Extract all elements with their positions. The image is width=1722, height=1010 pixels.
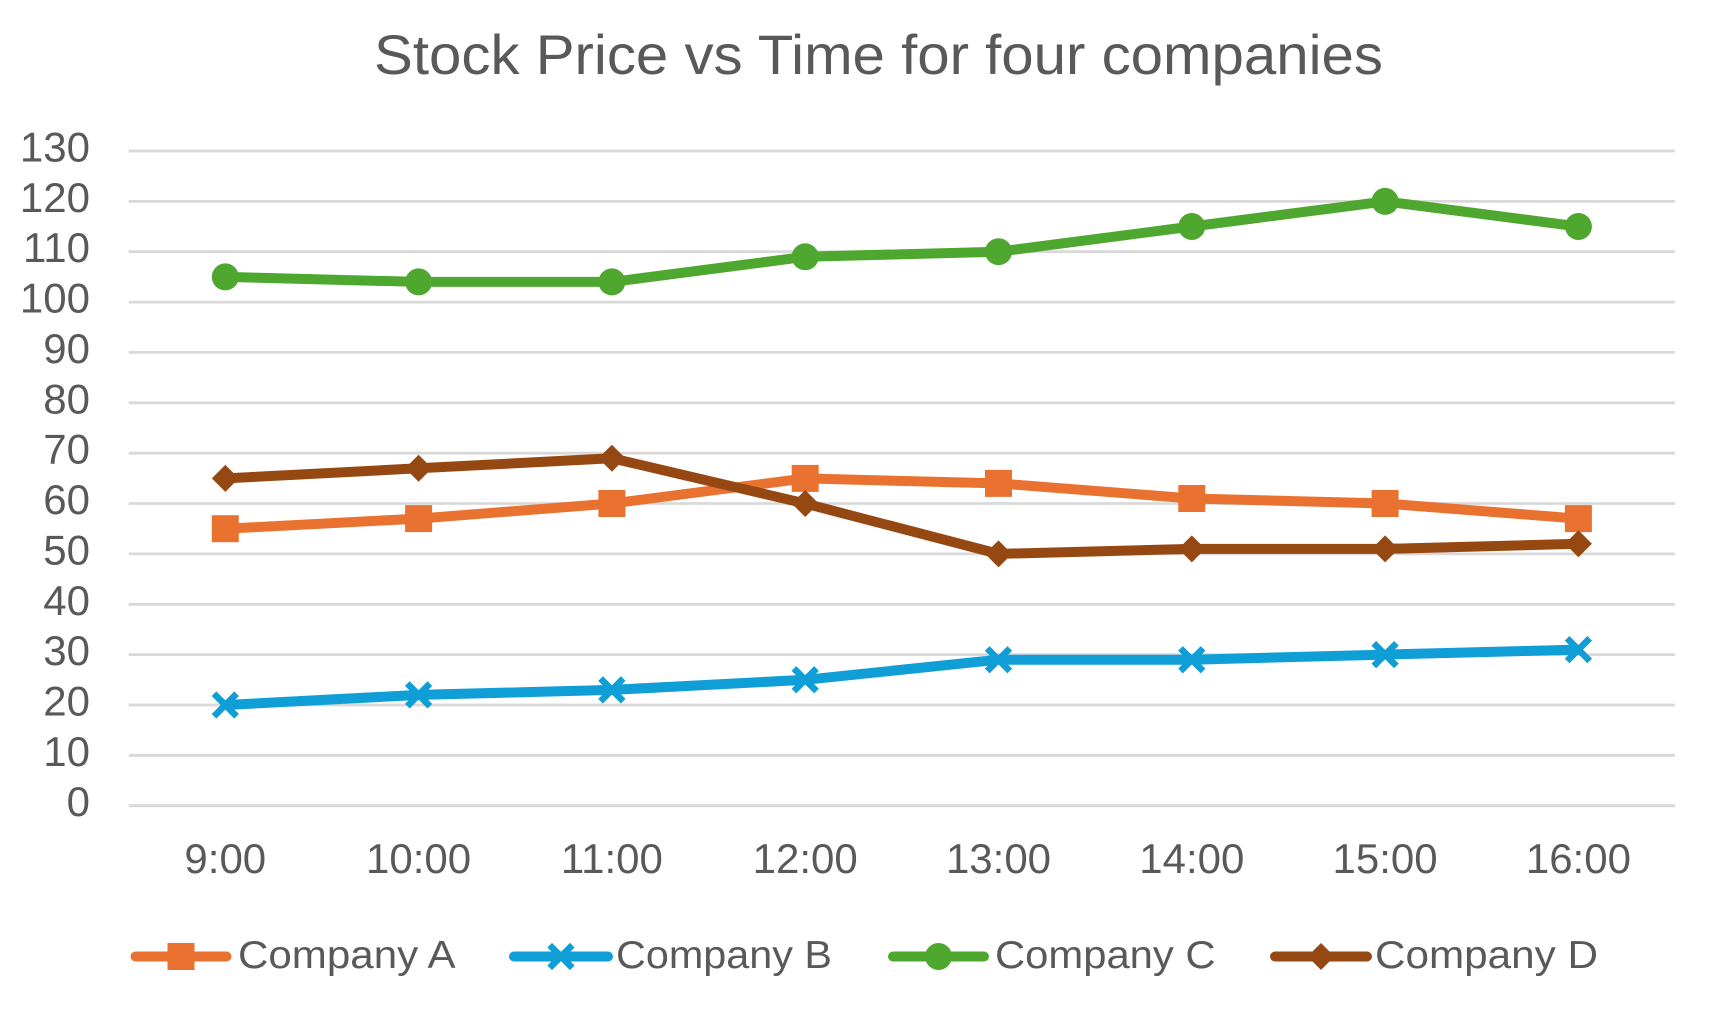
- svg-text:13:00: 13:00: [946, 835, 1051, 882]
- svg-text:70: 70: [43, 426, 90, 473]
- svg-text:Company C: Company C: [995, 934, 1216, 977]
- svg-text:50: 50: [43, 526, 90, 573]
- svg-text:80: 80: [43, 375, 90, 422]
- svg-text:16:00: 16:00: [1526, 835, 1631, 882]
- svg-text:130: 130: [20, 124, 90, 171]
- svg-text:12:00: 12:00: [753, 835, 858, 882]
- svg-text:Company D: Company D: [1375, 934, 1598, 977]
- svg-text:9:00: 9:00: [184, 835, 266, 882]
- svg-text:10:00: 10:00: [366, 835, 471, 882]
- svg-text:100: 100: [20, 275, 90, 322]
- svg-text:110: 110: [23, 224, 90, 271]
- svg-text:Company B: Company B: [616, 934, 832, 977]
- svg-text:90: 90: [43, 325, 90, 372]
- svg-text:Stock Price vs Time for four c: Stock Price vs Time for four companies: [374, 23, 1383, 86]
- svg-text:20: 20: [43, 678, 90, 725]
- svg-text:0: 0: [67, 778, 90, 825]
- svg-text:10: 10: [43, 728, 90, 775]
- svg-text:Company A: Company A: [238, 934, 456, 977]
- svg-text:15:00: 15:00: [1333, 835, 1438, 882]
- svg-text:120: 120: [20, 174, 90, 221]
- svg-text:60: 60: [43, 476, 90, 523]
- svg-text:11:00: 11:00: [561, 835, 663, 882]
- svg-text:14:00: 14:00: [1139, 835, 1244, 882]
- svg-text:30: 30: [43, 627, 90, 674]
- svg-text:40: 40: [43, 577, 90, 624]
